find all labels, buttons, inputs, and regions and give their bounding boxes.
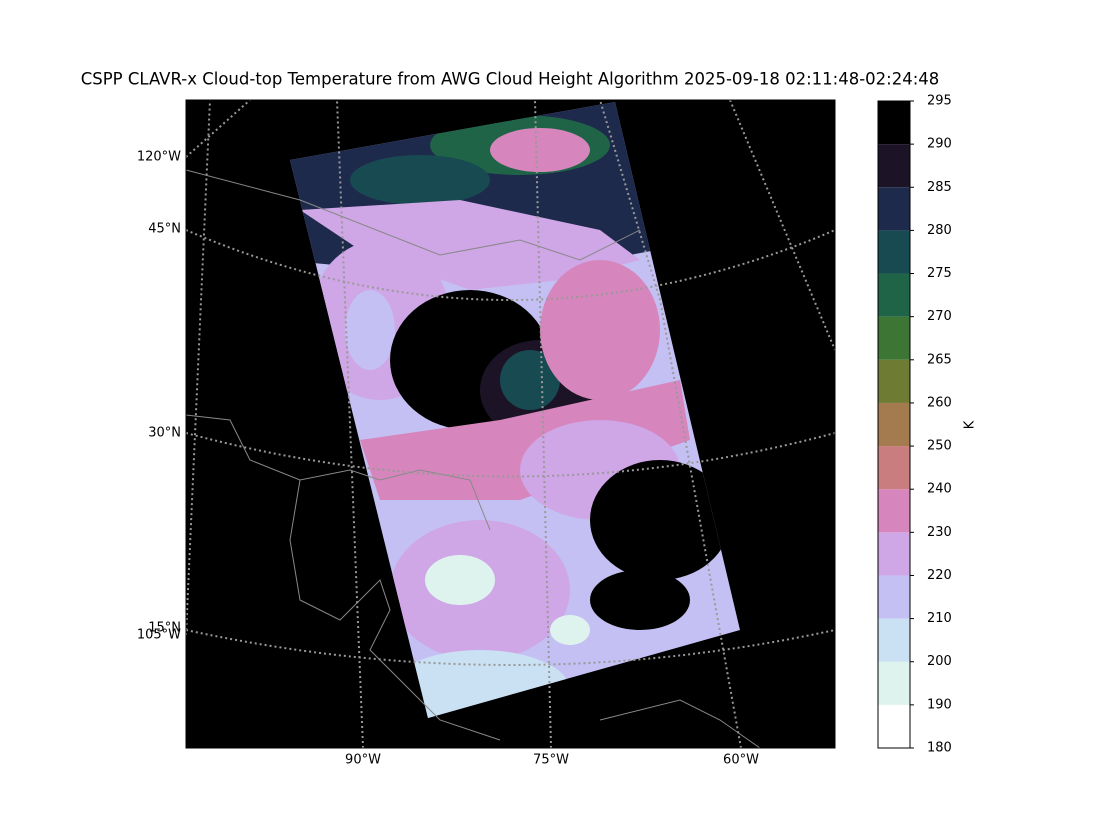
colorbar-segment xyxy=(878,661,910,705)
colorbar-tick-label: 290 xyxy=(927,137,952,152)
colorbar-segment xyxy=(878,230,910,274)
colorbar-segment xyxy=(878,101,910,145)
colorbar-tick-label: 270 xyxy=(927,309,952,324)
colorbar-segment xyxy=(878,618,910,662)
colorbar-segment xyxy=(878,359,910,403)
colorbar-segment xyxy=(878,704,910,748)
colorbar-segment xyxy=(878,187,910,231)
colorbar-segment xyxy=(878,402,910,447)
colorbar-segment xyxy=(878,144,910,188)
coastline xyxy=(186,169,641,261)
lon-label: 75°W xyxy=(533,753,569,768)
colorbar-label: K xyxy=(963,420,978,429)
lat-lon-label: 15°N xyxy=(148,621,181,636)
graticule xyxy=(336,100,364,748)
colorbar-tick-label: 250 xyxy=(927,439,952,454)
map-frame xyxy=(185,99,836,749)
colorbar-tick-label: 220 xyxy=(927,568,952,583)
colorbar-segment xyxy=(878,532,910,576)
colorbar-segment xyxy=(878,273,910,317)
colorbar-segment xyxy=(878,316,910,360)
colorbar-tick-label: 180 xyxy=(927,741,952,756)
colorbar-tick-label: 210 xyxy=(927,611,952,626)
lat-lon-label: 105°W xyxy=(137,628,181,643)
colorbar-tick-label: 190 xyxy=(927,697,952,712)
lat-lon-label: 120°W xyxy=(137,150,181,165)
colorbar-segment xyxy=(878,446,910,490)
lon-label: 60°W xyxy=(723,753,759,768)
lat-lon-label: 30°N xyxy=(148,426,181,441)
coastline xyxy=(186,414,761,748)
colorbar-tick-label: 200 xyxy=(927,654,952,669)
colorbar-tick-label: 295 xyxy=(927,94,952,109)
graticule xyxy=(186,100,251,158)
colorbar-segment xyxy=(878,489,910,533)
graticule xyxy=(729,100,835,351)
colorbar-frame xyxy=(877,100,911,749)
colorbar-segment xyxy=(878,575,910,619)
lat-lon-label: 45°N xyxy=(148,222,181,237)
colorbar-tick-label: 285 xyxy=(927,180,952,195)
graticule xyxy=(599,100,742,748)
map xyxy=(186,100,835,748)
graticule xyxy=(186,229,835,301)
graticule xyxy=(186,100,211,636)
graticule xyxy=(186,629,835,666)
colorbar: 180 190 200 210 220 230 240 250 260 265 270 275 280 2… xyxy=(877,94,978,756)
colorbar-tick-label: 265 xyxy=(927,352,952,367)
colorbar-tick-label: 280 xyxy=(927,223,952,238)
lon-label: 90°W xyxy=(345,753,381,768)
colorbar-tick-label: 230 xyxy=(927,525,952,540)
graticule xyxy=(534,100,552,748)
title: CSPP CLAVR-x Cloud-top Temperature from … xyxy=(81,70,940,89)
colorbar-tick-label: 260 xyxy=(927,395,952,410)
colorbar-tick-label: 275 xyxy=(927,266,952,281)
colorbar-tick-label: 240 xyxy=(927,482,952,497)
